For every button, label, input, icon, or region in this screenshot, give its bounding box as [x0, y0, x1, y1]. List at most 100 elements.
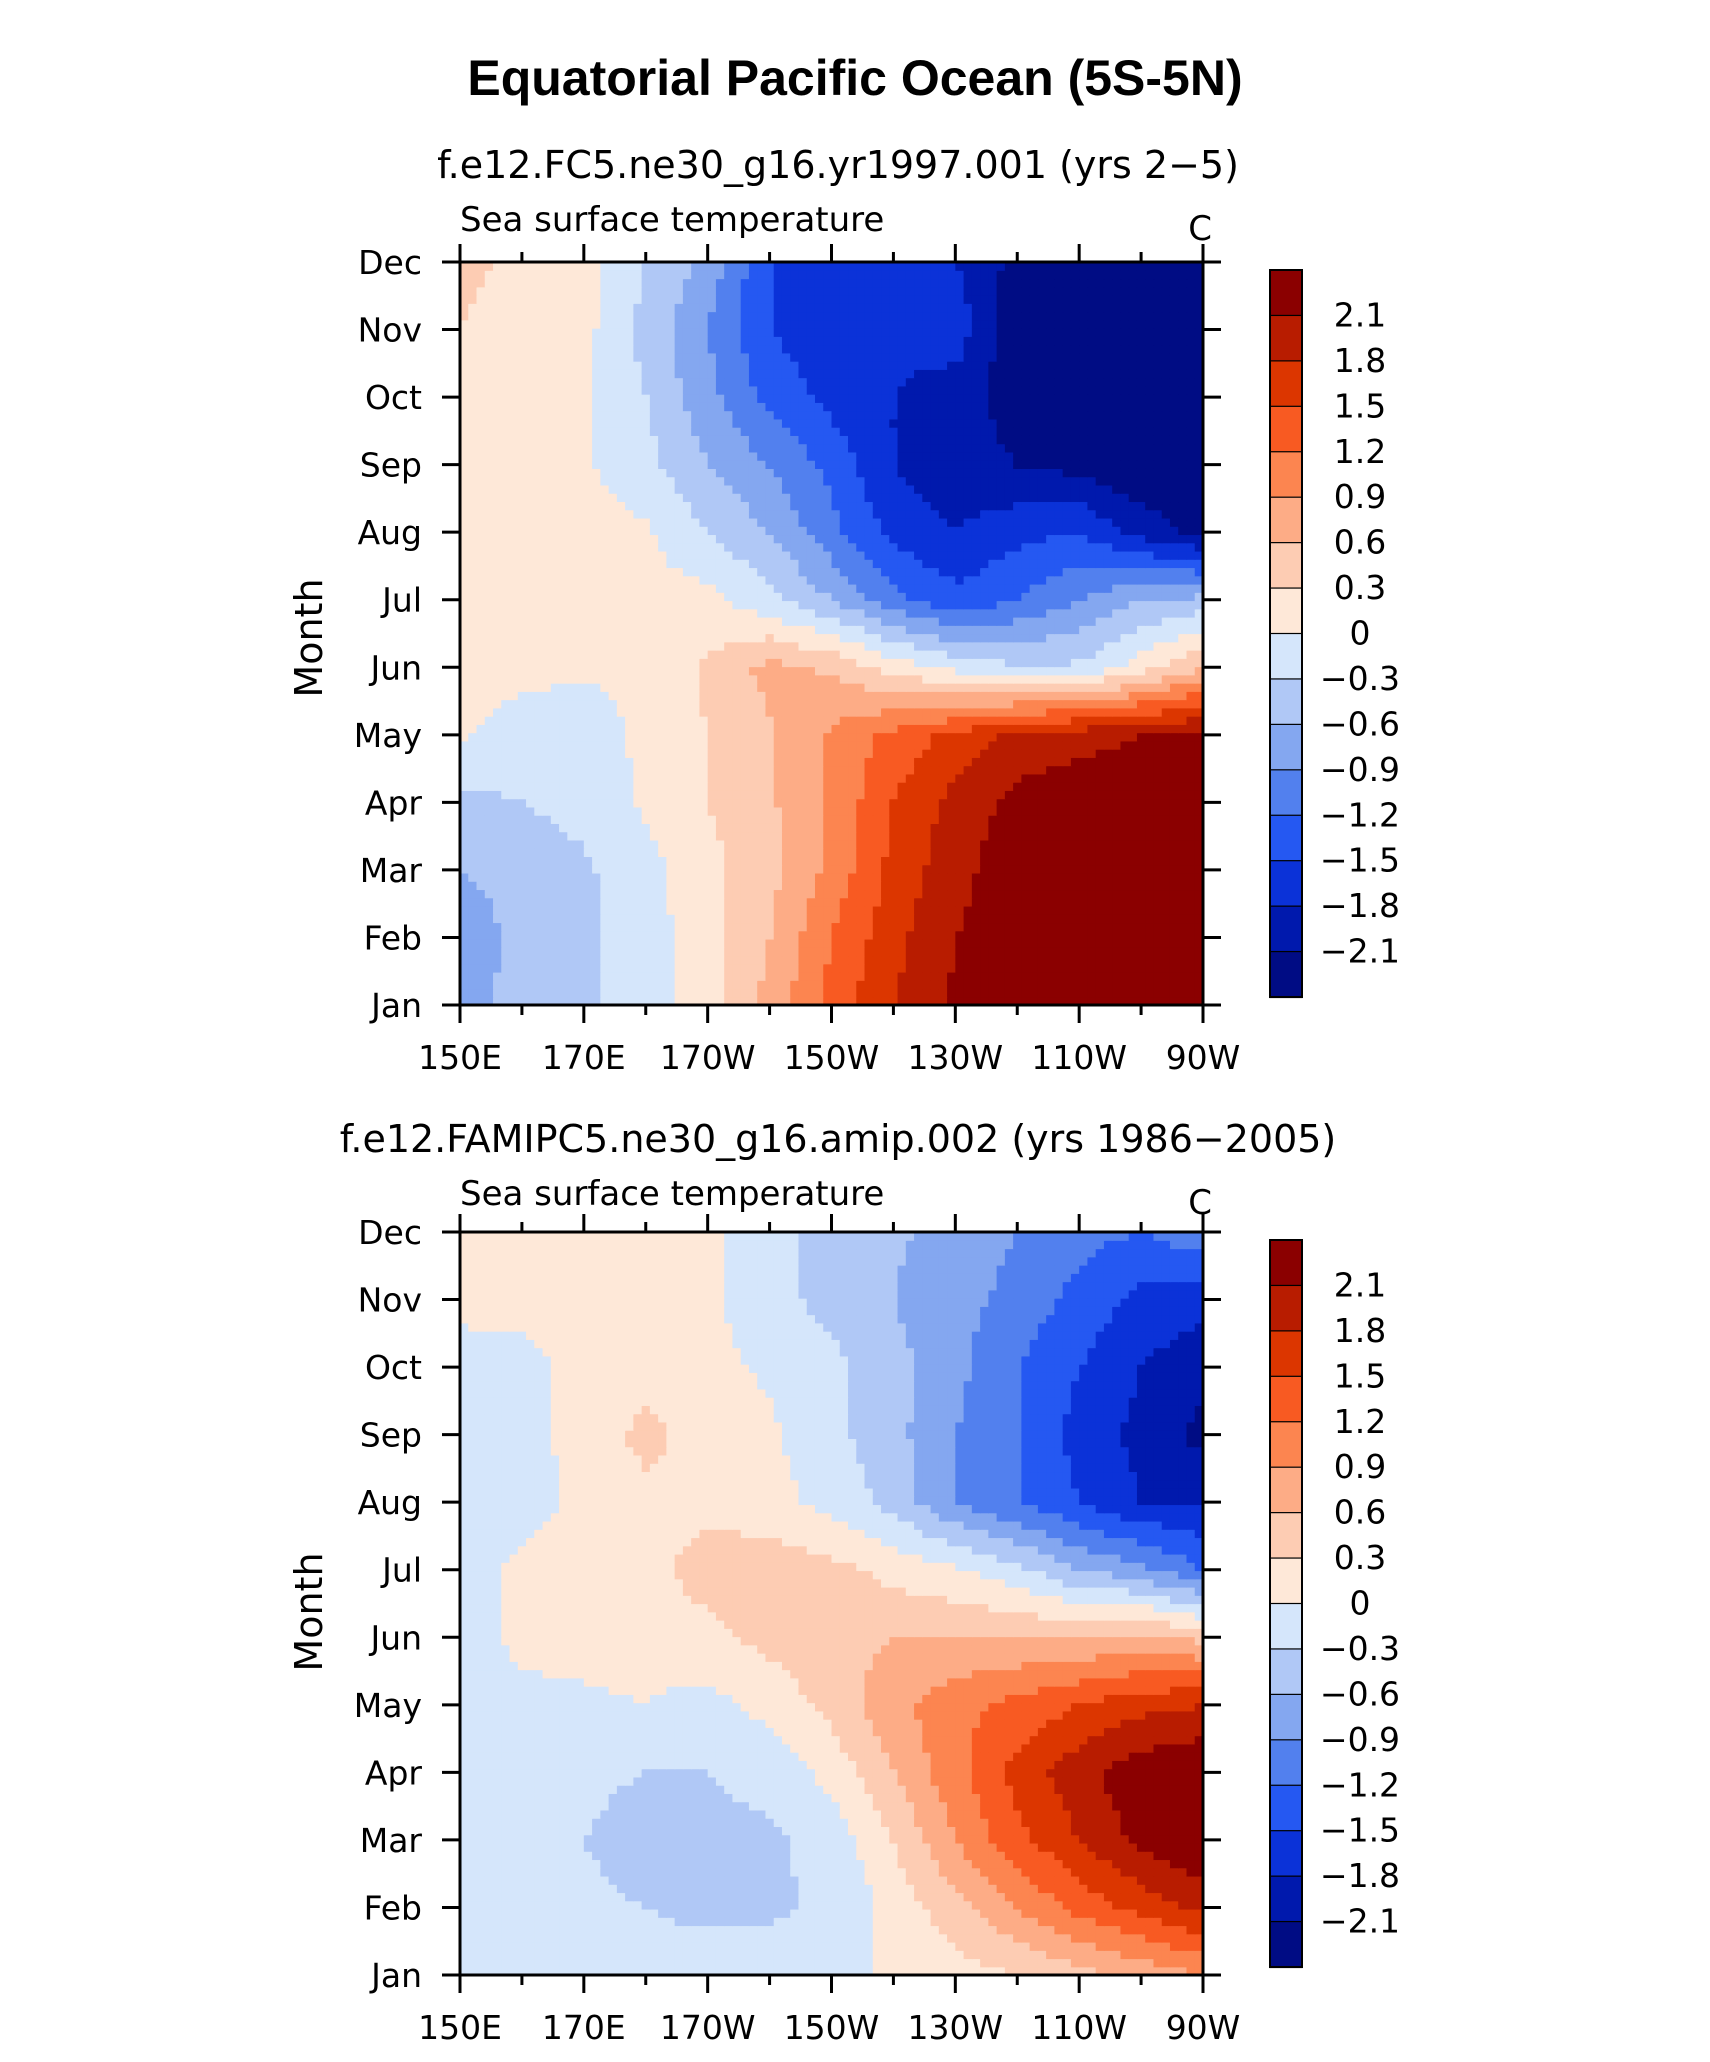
heatmap-cell: [691, 798, 701, 808]
heatmap-cell: [765, 773, 775, 783]
heatmap-cell: [674, 707, 684, 717]
heatmap-cell: [1169, 616, 1179, 626]
heatmap-cell: [806, 650, 816, 659]
heatmap-cell: [872, 872, 882, 882]
heatmap-cell: [633, 567, 643, 577]
heatmap-cell: [616, 922, 626, 932]
heatmap-cell: [1013, 848, 1022, 857]
heatmap-cell: [1062, 658, 1072, 668]
heatmap-cell: [625, 839, 634, 849]
heatmap-cell: [1186, 930, 1196, 940]
heatmap-cell: [831, 674, 841, 684]
heatmap-cell: [715, 625, 725, 635]
heatmap-cell: [1153, 864, 1163, 874]
heatmap-cell: [674, 757, 684, 767]
heatmap-cell: [707, 790, 717, 800]
heatmap-cell: [707, 938, 717, 948]
heatmap-cell: [988, 980, 998, 990]
heatmap-cell: [889, 773, 899, 783]
heatmap-cell: [649, 757, 659, 767]
heatmap-cell: [1136, 559, 1146, 569]
heatmap-cell: [517, 740, 527, 750]
heatmap-cell: [963, 732, 973, 742]
heatmap-cell: [740, 938, 750, 948]
heatmap-cell: [517, 716, 527, 725]
heatmap-cell: [559, 980, 568, 990]
heatmap-cell: [889, 757, 899, 767]
heatmap-cell: [691, 732, 701, 742]
heatmap-cell: [1037, 658, 1047, 668]
heatmap-cell: [864, 905, 874, 915]
heatmap-cell: [1186, 806, 1196, 816]
heatmap-cell: [963, 815, 973, 824]
heatmap-cell: [592, 567, 601, 577]
heatmap-cell: [971, 947, 981, 957]
heatmap-cell: [848, 707, 857, 717]
heatmap-cell: [1054, 732, 1064, 742]
heatmap-cell: [848, 608, 857, 618]
heatmap-cell: [839, 765, 849, 775]
heatmap-cell: [757, 839, 767, 849]
heatmap-cell: [1169, 765, 1179, 775]
heatmap-cell: [732, 980, 742, 990]
heatmap-cell: [971, 716, 981, 725]
heatmap-cell: [872, 716, 882, 725]
heatmap-cell: [649, 856, 659, 866]
heatmap-cell: [583, 996, 593, 1006]
heatmap-cell: [971, 823, 981, 833]
heatmap-cell: [848, 592, 857, 602]
heatmap-cell: [460, 674, 469, 684]
heatmap-cell: [831, 782, 841, 791]
heatmap-cell: [649, 749, 659, 758]
heatmap-cell: [1054, 608, 1064, 618]
heatmap-cell: [897, 740, 907, 750]
heatmap-cell: [633, 600, 643, 610]
heatmap-cell: [583, 749, 593, 758]
heatmap-cell: [897, 683, 907, 692]
heatmap-cell: [616, 724, 626, 734]
heatmap-cell: [955, 691, 965, 701]
heatmap-cell: [955, 583, 965, 593]
heatmap-cell: [831, 616, 841, 626]
heatmap-cell: [814, 757, 824, 767]
heatmap-cell: [501, 790, 511, 800]
heatmap-cell: [1070, 600, 1080, 610]
heatmap-cell: [1054, 707, 1064, 717]
heatmap-cell: [1128, 592, 1138, 602]
heatmap-cell: [575, 798, 585, 808]
heatmap-cell: [583, 889, 593, 899]
heatmap-cell: [1169, 988, 1179, 998]
heatmap-cell: [897, 641, 907, 651]
heatmap-cell: [839, 650, 849, 659]
heatmap-cell: [947, 633, 956, 643]
heatmap-cell: [1046, 864, 1055, 874]
heatmap-cell: [839, 699, 849, 709]
heatmap-cell: [658, 848, 667, 857]
heatmap-cell: [501, 823, 511, 833]
heatmap-cell: [1128, 971, 1138, 981]
heatmap-cell: [881, 567, 890, 577]
heatmap-cell: [1054, 740, 1064, 750]
heatmap-cell: [1087, 905, 1097, 915]
heatmap-cell: [517, 790, 527, 800]
heatmap-cell: [1194, 947, 1204, 957]
heatmap-cell: [1037, 798, 1047, 808]
heatmap-cell: [881, 666, 890, 676]
heatmap-cell: [765, 559, 775, 569]
heatmap-cell: [691, 996, 701, 1006]
heatmap-cell: [633, 773, 643, 783]
heatmap-cell: [691, 658, 701, 668]
heatmap-cell: [839, 749, 849, 758]
heatmap-cell: [872, 782, 882, 791]
heatmap-cell: [633, 848, 643, 857]
heatmap-cell: [1194, 773, 1204, 783]
heatmap-cell: [732, 831, 742, 841]
heatmap-cell: [699, 872, 709, 882]
heatmap-cell: [658, 674, 667, 684]
heatmap-cell: [567, 848, 577, 857]
heatmap-cell: [905, 947, 915, 957]
heatmap-cell: [773, 971, 783, 981]
heatmap-cell: [1178, 740, 1188, 750]
heatmap-cell: [914, 798, 923, 808]
heatmap-cell: [864, 773, 874, 783]
